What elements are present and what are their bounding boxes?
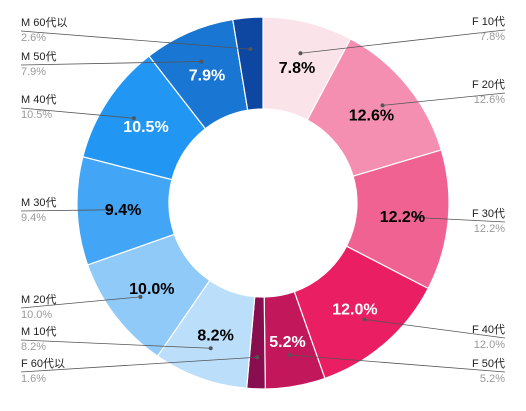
leader-line-8	[20, 209, 109, 212]
external-category-label-10: M 50代	[21, 50, 56, 63]
leader-line-1	[382, 92, 506, 106]
slice-value-label-0: 7.8%	[279, 60, 315, 77]
leader-line-0	[300, 29, 506, 54]
external-value-label-4: 5.2%	[480, 373, 505, 385]
external-label-group: F 10代 7.8% F 20代 12.6% F 30代 12.2% F 40代 12.0% F…	[21, 15, 505, 385]
slice-group	[76, 16, 450, 390]
external-value-label-7: 10.0%	[21, 309, 52, 321]
leader-line-5	[20, 356, 258, 373]
external-category-label-8: M 30代	[21, 196, 56, 209]
external-value-label-2: 12.2%	[474, 223, 505, 235]
leader-line-group	[20, 29, 506, 373]
external-value-label-10: 7.9%	[21, 66, 46, 78]
slice-value-label-7: 10.0%	[129, 281, 174, 298]
external-value-label-0: 7.8%	[480, 31, 505, 43]
leader-line-11	[20, 30, 251, 50]
external-category-label-6: M 10代	[21, 325, 56, 338]
external-category-label-9: M 40代	[21, 93, 56, 106]
external-category-label-1: F 20代	[472, 78, 505, 91]
slice-value-label-6: 8.2%	[197, 328, 233, 345]
slice-value-label-10: 7.9%	[189, 68, 225, 85]
external-category-label-5: F 60代以	[21, 357, 65, 370]
external-value-label-1: 12.6%	[474, 94, 505, 106]
slice-value-label-9: 10.5%	[123, 119, 168, 136]
slice-value-label-1: 12.6%	[349, 107, 394, 124]
slice-value-label-4: 5.2%	[269, 334, 305, 351]
slice-value-label-2: 12.2%	[380, 209, 425, 226]
leader-line-9	[20, 107, 135, 119]
slice-value-label-3: 12.0%	[332, 302, 377, 319]
external-value-label-5: 1.6%	[21, 373, 46, 385]
slice-value-label-8: 9.4%	[105, 202, 141, 219]
leader-line-3	[364, 319, 506, 339]
inner-label-group: 7.8% 12.6% 12.2% 12.0% 5.2% 8.2% 10.0% 9.4% 10.5…	[105, 60, 425, 351]
external-value-label-6: 8.2%	[21, 341, 46, 353]
leader-line-6	[20, 339, 211, 349]
leader-line-2	[416, 217, 506, 223]
external-category-label-0: F 10代	[472, 15, 505, 28]
external-category-label-3: F 40代	[472, 323, 505, 336]
leader-line-10	[20, 61, 202, 66]
external-category-label-11: M 60代以	[21, 16, 67, 29]
external-value-label-11: 2.6%	[21, 32, 46, 44]
external-category-label-2: F 30代	[472, 207, 505, 220]
external-category-label-7: M 20代	[21, 293, 56, 306]
external-value-label-8: 9.4%	[21, 212, 46, 224]
external-category-label-4: F 50代	[472, 357, 505, 370]
external-value-label-9: 10.5%	[21, 109, 52, 121]
slice-11	[232, 16, 264, 111]
leader-line-4	[289, 354, 506, 373]
leader-line-7	[20, 296, 141, 309]
external-value-label-3: 12.0%	[474, 339, 505, 351]
